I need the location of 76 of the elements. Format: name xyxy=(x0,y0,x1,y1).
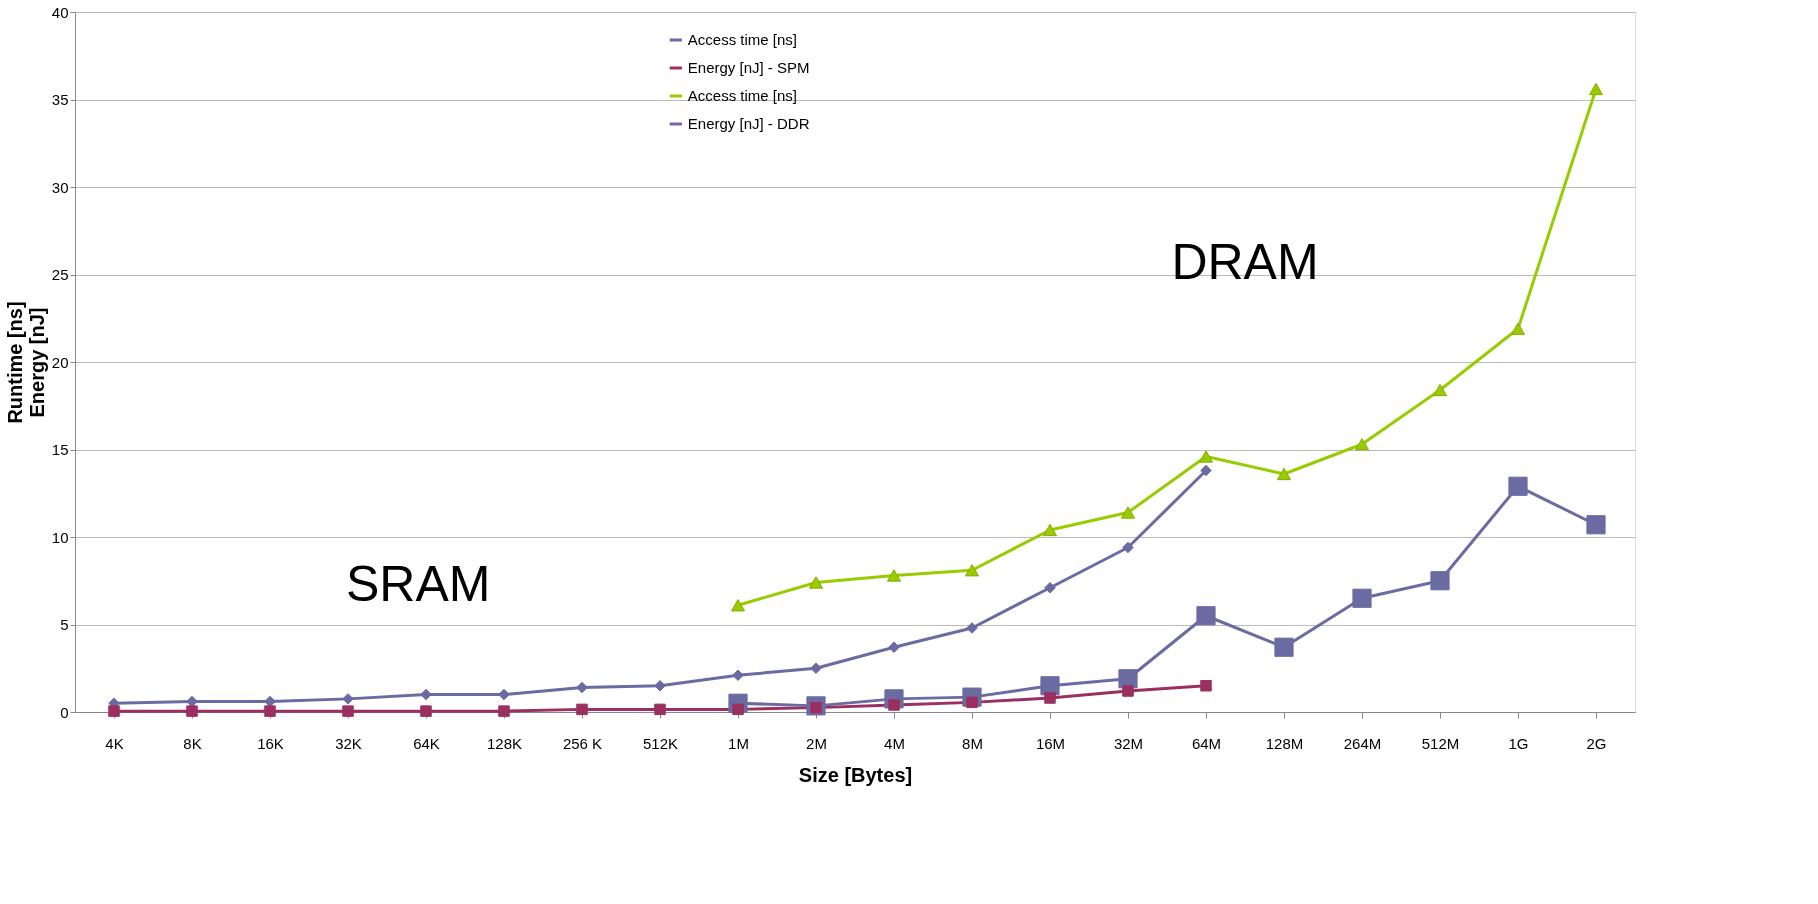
point xyxy=(1120,506,1136,519)
point xyxy=(498,705,510,717)
x-tick-label: 512K xyxy=(642,734,679,752)
x-tick-label: 4K xyxy=(105,734,124,752)
y-tick-label: 10 xyxy=(51,528,69,546)
x-tick-label: 256 K xyxy=(562,734,603,752)
x-tick-label: 64K xyxy=(413,734,440,752)
point xyxy=(1588,82,1604,96)
point xyxy=(1198,450,1214,463)
x-tick-label: 2G xyxy=(1586,734,1607,752)
point xyxy=(1586,515,1606,535)
y-tick-label: 5 xyxy=(60,616,69,633)
legend-label: Energy [nJ] - SPM xyxy=(687,59,810,76)
legend-label: Energy [nJ] - DDR xyxy=(687,115,810,132)
x-tick-label: 264M xyxy=(1343,734,1382,752)
x-tick-label: 16M xyxy=(1035,734,1066,752)
x-tick-label: 512M xyxy=(1421,734,1460,752)
point xyxy=(1508,476,1528,496)
point xyxy=(420,705,432,717)
y-axis-title: Runtime [ns] Energy [nJ] xyxy=(3,301,48,424)
y-tick-label: 30 xyxy=(51,178,69,196)
annotation: DRAM xyxy=(1171,234,1319,290)
point xyxy=(886,569,902,582)
point xyxy=(264,705,276,717)
y-tick-label: 40 xyxy=(51,3,69,21)
point xyxy=(888,641,900,653)
point xyxy=(342,705,354,717)
x-tick-label: 1M xyxy=(728,734,749,752)
point xyxy=(964,564,980,577)
y-tick-label: 0 xyxy=(60,703,69,721)
point xyxy=(576,703,588,716)
point xyxy=(654,703,666,716)
x-axis-title: Size [Bytes] xyxy=(798,763,913,786)
point xyxy=(810,662,822,674)
x-tick-label: 4M xyxy=(884,734,905,752)
point xyxy=(654,680,666,692)
point xyxy=(966,622,978,634)
point xyxy=(576,681,588,694)
x-tick-label: 16K xyxy=(257,734,284,752)
point xyxy=(1352,588,1372,608)
point xyxy=(1510,322,1526,335)
y-tick-label: 35 xyxy=(51,91,69,108)
point xyxy=(1196,606,1216,626)
y-tick-label: 25 xyxy=(51,266,69,283)
x-tick-label: 8M xyxy=(962,734,983,752)
point xyxy=(1200,464,1212,477)
point xyxy=(1430,571,1450,591)
point xyxy=(1044,692,1056,704)
point xyxy=(808,576,824,589)
point xyxy=(1354,438,1370,451)
legend-label: Access time [ns] xyxy=(687,31,797,48)
point xyxy=(730,599,746,612)
x-tick-label: 64M xyxy=(1191,734,1222,752)
point xyxy=(342,693,354,705)
annotation: SRAM xyxy=(345,556,491,612)
legend-label: Access time [ns] xyxy=(687,87,797,104)
point xyxy=(1122,541,1134,554)
x-tick-label: 32M xyxy=(1113,734,1144,752)
y-tick-label: 20 xyxy=(51,353,69,371)
x-tick-label: 8K xyxy=(183,734,202,752)
x-tick-label: 128M xyxy=(1265,734,1304,752)
y-tick-label: 15 xyxy=(51,441,69,458)
x-tick-label: 2M xyxy=(806,734,827,752)
point xyxy=(1274,637,1294,657)
point xyxy=(1044,582,1056,594)
x-tick-label: 1G xyxy=(1508,734,1529,752)
point xyxy=(1432,383,1448,397)
x-tick-label: 128K xyxy=(486,734,523,752)
point xyxy=(1200,680,1212,692)
point xyxy=(1122,685,1134,697)
point xyxy=(732,669,744,681)
point xyxy=(1276,467,1292,481)
point xyxy=(186,705,198,717)
point xyxy=(1042,523,1058,537)
x-tick-label: 32K xyxy=(335,734,362,752)
point xyxy=(108,705,120,717)
